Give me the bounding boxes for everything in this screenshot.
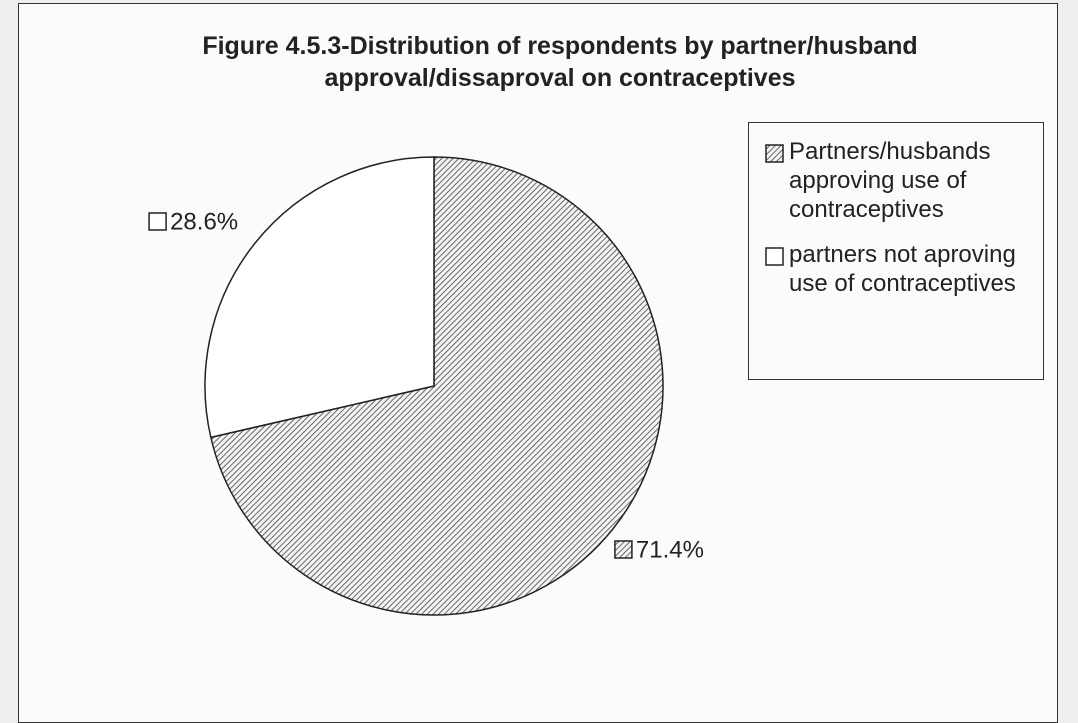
legend-entry: Partners/husbands approving use of contr…: [765, 137, 1033, 224]
chart-title: Figure 4.5.3-Distribution of respondents…: [202, 32, 918, 92]
pie-slice: [204, 156, 435, 439]
label-swatch: [148, 212, 167, 231]
pie-slice: [209, 156, 664, 616]
data-label: 28.6%: [170, 208, 238, 235]
legend-swatch: [765, 144, 784, 163]
data-label: 71.4%: [636, 536, 704, 563]
legend-swatch-box: [765, 144, 784, 163]
legend-swatch: [765, 247, 784, 266]
legend-swatch-box: [765, 247, 784, 266]
legend-label: partners not aproving use of contracepti…: [789, 241, 1016, 297]
legend: Partners/husbands approving use of contr…: [748, 122, 1044, 380]
legend-label: Partners/husbands approving use of contr…: [789, 138, 991, 223]
label-swatch: [614, 540, 633, 559]
legend-entry: partners not aproving use of contracepti…: [765, 240, 1033, 298]
